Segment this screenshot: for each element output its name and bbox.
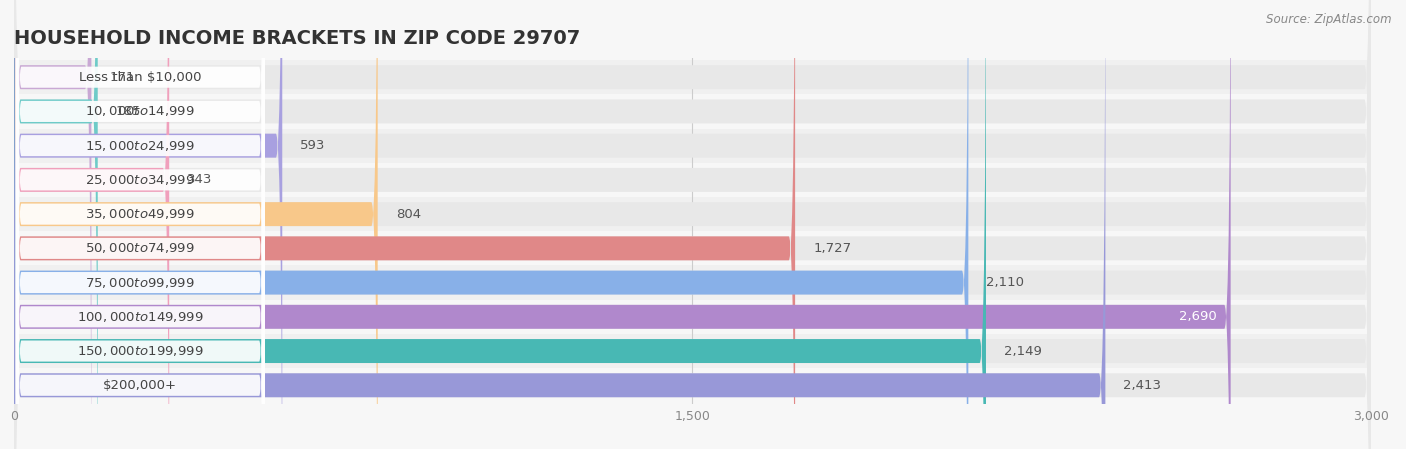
Text: 2,149: 2,149 <box>1004 344 1042 357</box>
FancyBboxPatch shape <box>15 0 264 449</box>
Text: 804: 804 <box>395 207 420 220</box>
FancyBboxPatch shape <box>15 0 264 449</box>
FancyBboxPatch shape <box>14 0 986 449</box>
FancyBboxPatch shape <box>14 0 1371 449</box>
Text: $200,000+: $200,000+ <box>103 379 177 392</box>
Text: $50,000 to $74,999: $50,000 to $74,999 <box>86 242 195 255</box>
Text: 185: 185 <box>115 105 141 118</box>
Text: 2,413: 2,413 <box>1123 379 1161 392</box>
FancyBboxPatch shape <box>14 0 1371 449</box>
FancyBboxPatch shape <box>15 0 264 449</box>
FancyBboxPatch shape <box>14 0 1371 449</box>
FancyBboxPatch shape <box>14 0 1371 449</box>
Text: 343: 343 <box>187 173 212 186</box>
Text: 1,727: 1,727 <box>813 242 852 255</box>
Bar <box>0 163 1393 197</box>
Bar <box>0 197 1393 231</box>
Text: $150,000 to $199,999: $150,000 to $199,999 <box>77 344 204 358</box>
FancyBboxPatch shape <box>15 0 264 449</box>
FancyBboxPatch shape <box>14 0 283 449</box>
FancyBboxPatch shape <box>14 0 1371 449</box>
FancyBboxPatch shape <box>15 0 264 449</box>
Text: $15,000 to $24,999: $15,000 to $24,999 <box>86 139 195 153</box>
Bar <box>0 60 1393 94</box>
Text: Less than $10,000: Less than $10,000 <box>79 70 201 84</box>
FancyBboxPatch shape <box>14 0 1105 449</box>
Text: $25,000 to $34,999: $25,000 to $34,999 <box>86 173 195 187</box>
FancyBboxPatch shape <box>14 0 1371 449</box>
FancyBboxPatch shape <box>14 0 1371 449</box>
FancyBboxPatch shape <box>15 0 264 449</box>
Bar <box>0 231 1393 265</box>
FancyBboxPatch shape <box>14 0 378 449</box>
Text: $100,000 to $149,999: $100,000 to $149,999 <box>77 310 204 324</box>
FancyBboxPatch shape <box>15 0 264 449</box>
Text: Source: ZipAtlas.com: Source: ZipAtlas.com <box>1267 13 1392 26</box>
Text: HOUSEHOLD INCOME BRACKETS IN ZIP CODE 29707: HOUSEHOLD INCOME BRACKETS IN ZIP CODE 29… <box>14 30 581 48</box>
Text: 593: 593 <box>301 139 326 152</box>
Text: $75,000 to $99,999: $75,000 to $99,999 <box>86 276 195 290</box>
Text: 2,110: 2,110 <box>987 276 1025 289</box>
FancyBboxPatch shape <box>14 0 98 449</box>
Bar <box>0 94 1393 128</box>
FancyBboxPatch shape <box>14 0 1230 449</box>
FancyBboxPatch shape <box>14 0 1371 449</box>
Text: $10,000 to $14,999: $10,000 to $14,999 <box>86 105 195 119</box>
FancyBboxPatch shape <box>14 0 969 449</box>
Bar <box>0 334 1393 368</box>
Text: $35,000 to $49,999: $35,000 to $49,999 <box>86 207 195 221</box>
FancyBboxPatch shape <box>15 0 264 449</box>
Text: 2,690: 2,690 <box>1180 310 1218 323</box>
Text: 171: 171 <box>110 70 135 84</box>
FancyBboxPatch shape <box>15 0 264 449</box>
Bar <box>0 265 1393 299</box>
FancyBboxPatch shape <box>15 0 264 449</box>
FancyBboxPatch shape <box>14 0 91 449</box>
Bar <box>0 299 1393 334</box>
Bar <box>0 368 1393 402</box>
FancyBboxPatch shape <box>14 0 1371 449</box>
FancyBboxPatch shape <box>14 0 1371 449</box>
Bar <box>0 128 1393 163</box>
FancyBboxPatch shape <box>14 0 796 449</box>
FancyBboxPatch shape <box>14 0 169 449</box>
